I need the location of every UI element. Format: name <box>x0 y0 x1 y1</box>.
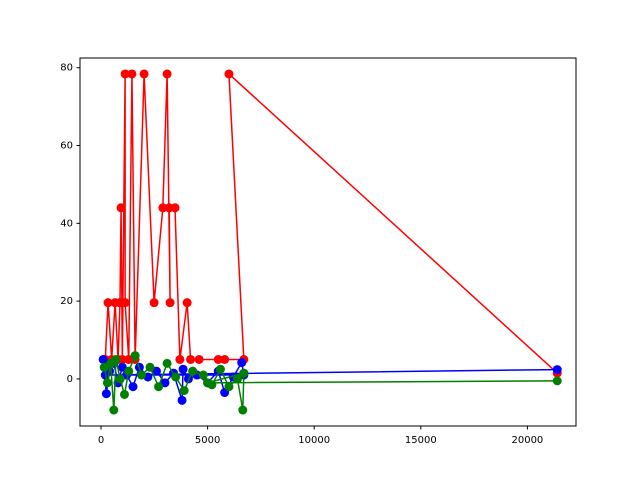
point <box>177 395 187 405</box>
point <box>117 354 127 364</box>
y-tick-label: 0 <box>67 374 73 385</box>
point <box>103 298 113 308</box>
point <box>127 69 137 79</box>
point <box>239 368 249 378</box>
y-tick-label: 80 <box>60 63 73 74</box>
point <box>203 378 213 388</box>
point <box>145 362 155 372</box>
point <box>175 354 185 364</box>
point <box>158 203 168 213</box>
point <box>171 372 181 382</box>
point <box>165 298 175 308</box>
point <box>124 366 134 376</box>
point <box>119 389 129 399</box>
point <box>237 358 247 368</box>
point <box>109 405 119 415</box>
y-tick-label: 20 <box>60 296 73 307</box>
point <box>149 298 159 308</box>
point <box>178 364 188 374</box>
point <box>179 386 189 396</box>
point <box>162 69 172 79</box>
point <box>115 374 125 384</box>
axes-frame <box>79 57 577 427</box>
point <box>552 365 562 375</box>
x-tick-label: 20000 <box>511 435 543 446</box>
plot-area <box>98 69 562 415</box>
point <box>98 354 108 364</box>
point <box>162 358 172 368</box>
point <box>198 370 208 380</box>
point <box>139 69 149 79</box>
x-tick-label: 0 <box>98 435 104 446</box>
point <box>224 382 234 392</box>
point <box>137 370 147 380</box>
point <box>188 366 198 376</box>
point <box>101 389 111 399</box>
point <box>186 354 196 364</box>
point <box>232 374 242 384</box>
x-tick-label: 15000 <box>405 435 437 446</box>
point <box>111 354 121 364</box>
point <box>170 203 180 213</box>
y-tick-label: 40 <box>60 218 73 229</box>
point <box>213 354 223 364</box>
point <box>120 298 130 308</box>
y-tick-label: 60 <box>60 141 73 152</box>
point <box>154 382 164 392</box>
point <box>215 364 225 374</box>
point <box>238 405 248 415</box>
point <box>102 378 112 388</box>
x-tick-label: 5000 <box>195 435 220 446</box>
point <box>120 69 130 79</box>
point <box>130 351 140 361</box>
point <box>182 298 192 308</box>
point <box>128 382 138 392</box>
x-tick-label: 10000 <box>298 435 330 446</box>
point <box>116 203 126 213</box>
point <box>552 376 562 386</box>
point <box>194 354 204 364</box>
point <box>224 69 234 79</box>
point <box>220 354 230 364</box>
